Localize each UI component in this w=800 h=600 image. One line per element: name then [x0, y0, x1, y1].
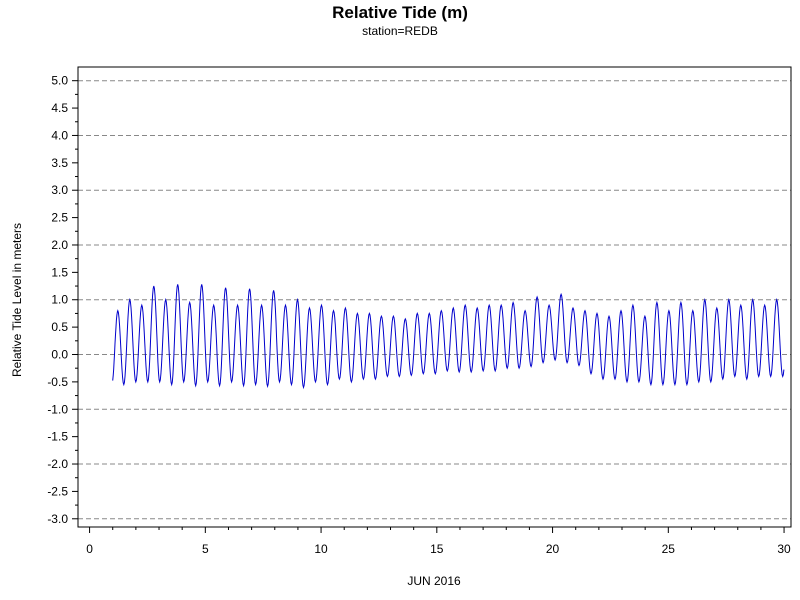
y-tick-label: 3.0 — [51, 183, 68, 197]
y-tick-label: 4.5 — [51, 101, 68, 115]
x-tick-label: 0 — [86, 542, 93, 556]
y-tick-label: 1.5 — [51, 265, 68, 279]
chart-subtitle: station=REDB — [362, 24, 438, 38]
x-tick-label: 5 — [202, 542, 209, 556]
y-tick-label: -2.0 — [47, 457, 68, 471]
x-tick-label: 20 — [546, 542, 560, 556]
y-tick-label: -1.5 — [47, 430, 68, 444]
y-tick-label: 0.0 — [51, 348, 68, 362]
grid-lines — [78, 80, 791, 520]
plot-frame — [77, 66, 792, 528]
y-tick-label: 3.5 — [51, 156, 68, 170]
y-axis-label: Relative Tide Level in meters — [10, 223, 24, 377]
y-tick-label: -1.0 — [47, 402, 68, 416]
y-tick-label: 5.0 — [51, 74, 68, 88]
x-axis: 0 5 10 15 20 25 30 — [86, 527, 791, 556]
y-tick-label: 2.5 — [51, 211, 68, 225]
y-axis: -3.0 -2.5 -2.0 -1.5 -1.0 -0.5 0.0 0.5 1.0 1.5 2.0 2… — [47, 74, 78, 526]
y-tick-label: 0.5 — [51, 320, 68, 334]
y-tick-label: 2.0 — [51, 238, 68, 252]
x-tick-label: 30 — [777, 542, 791, 556]
x-tick-label: 10 — [314, 542, 328, 556]
y-tick-label: -2.5 — [47, 484, 68, 498]
x-tick-label: 25 — [662, 542, 676, 556]
x-tick-label: 15 — [430, 542, 444, 556]
y-tick-label: 4.0 — [51, 128, 68, 142]
x-axis-label: JUN 2016 — [407, 574, 461, 588]
series-layer — [112, 284, 785, 390]
y-tick-label: -0.5 — [47, 375, 68, 389]
y-tick-label: -3.0 — [47, 512, 68, 526]
series-line — [112, 284, 785, 390]
chart-title: Relative Tide (m) — [332, 3, 468, 22]
y-tick-label: 1.0 — [51, 293, 68, 307]
